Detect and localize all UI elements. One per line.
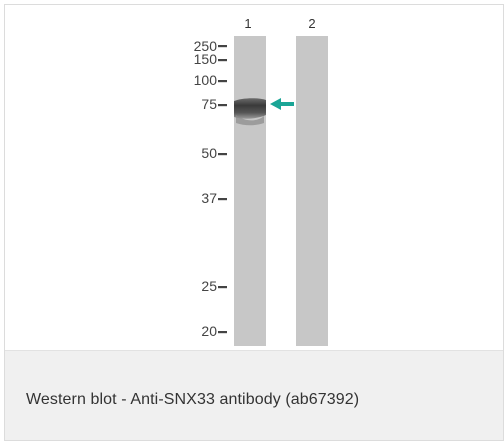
svg-text:250: 250 — [194, 38, 218, 54]
marker-250: 250 — [194, 38, 227, 54]
image-caption: Western blot - Anti-SNX33 antibody (ab67… — [26, 391, 360, 408]
marker-75: 75 — [201, 96, 227, 112]
marker-50: 50 — [201, 145, 227, 161]
marker-25: 25 — [201, 278, 227, 294]
svg-text:150: 150 — [194, 51, 218, 67]
protein-band — [234, 98, 266, 126]
svg-text:25: 25 — [201, 278, 217, 294]
lane-1 — [234, 36, 266, 346]
marker-37: 37 — [201, 190, 227, 206]
marker-100: 100 — [194, 72, 227, 88]
western-blot-image[interactable]: 1 2 250 150 100 — [5, 5, 503, 350]
marker-20: 20 — [201, 323, 227, 339]
marker-150: 150 — [194, 51, 227, 67]
caption-bar: Western blot - Anti-SNX33 antibody (ab67… — [5, 350, 503, 440]
band-arrow-icon — [270, 98, 294, 110]
svg-text:75: 75 — [201, 96, 217, 112]
image-card: 1 2 250 150 100 — [4, 4, 504, 441]
svg-text:100: 100 — [194, 72, 218, 88]
lane-2-label: 2 — [308, 16, 315, 31]
blot-figure: 1 2 250 150 100 — [194, 16, 328, 346]
lane-1-label: 1 — [244, 16, 251, 31]
lane-2 — [296, 36, 328, 346]
svg-text:20: 20 — [201, 323, 217, 339]
svg-text:50: 50 — [201, 145, 217, 161]
svg-text:37: 37 — [201, 190, 217, 206]
